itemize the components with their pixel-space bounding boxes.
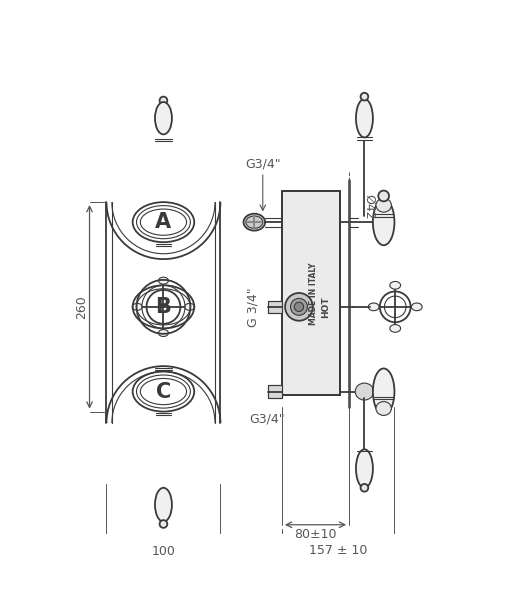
Ellipse shape	[246, 216, 263, 229]
Text: HOT: HOT	[321, 296, 330, 317]
Text: MADE IN ITALY: MADE IN ITALY	[309, 262, 318, 325]
Ellipse shape	[376, 401, 391, 415]
Text: G3/4": G3/4"	[245, 158, 281, 171]
Circle shape	[291, 298, 307, 316]
Bar	[268, 301, 282, 313]
Circle shape	[361, 93, 368, 100]
Ellipse shape	[356, 99, 373, 137]
Ellipse shape	[243, 214, 265, 230]
Ellipse shape	[390, 281, 401, 289]
Circle shape	[159, 97, 167, 104]
Circle shape	[285, 293, 313, 321]
Text: G 3/4": G 3/4"	[246, 287, 259, 326]
Text: B: B	[155, 297, 171, 317]
Bar	[268, 301, 282, 313]
Ellipse shape	[412, 303, 422, 311]
Text: C: C	[156, 382, 171, 401]
Ellipse shape	[158, 277, 168, 284]
Circle shape	[294, 302, 304, 311]
Ellipse shape	[390, 325, 401, 332]
Ellipse shape	[368, 303, 379, 311]
Ellipse shape	[132, 304, 142, 310]
Bar	[268, 385, 282, 398]
Bar	[282, 191, 340, 395]
Text: A: A	[155, 212, 171, 232]
Text: Ø42: Ø42	[363, 194, 376, 220]
Ellipse shape	[356, 449, 373, 488]
Ellipse shape	[373, 199, 394, 245]
Text: 157 ± 10: 157 ± 10	[309, 544, 367, 557]
Ellipse shape	[355, 383, 374, 400]
Ellipse shape	[184, 304, 195, 310]
Bar	[268, 385, 282, 398]
Text: 260: 260	[76, 295, 89, 319]
Circle shape	[361, 484, 368, 491]
Text: G3/4": G3/4"	[249, 412, 284, 425]
Circle shape	[159, 520, 167, 528]
Ellipse shape	[155, 488, 172, 521]
Text: 100: 100	[152, 545, 176, 558]
Ellipse shape	[155, 102, 172, 134]
Ellipse shape	[373, 368, 394, 415]
Ellipse shape	[158, 329, 168, 337]
Bar	[282, 191, 340, 395]
Text: 80±10: 80±10	[294, 528, 337, 541]
Ellipse shape	[376, 198, 391, 212]
Circle shape	[378, 191, 389, 202]
